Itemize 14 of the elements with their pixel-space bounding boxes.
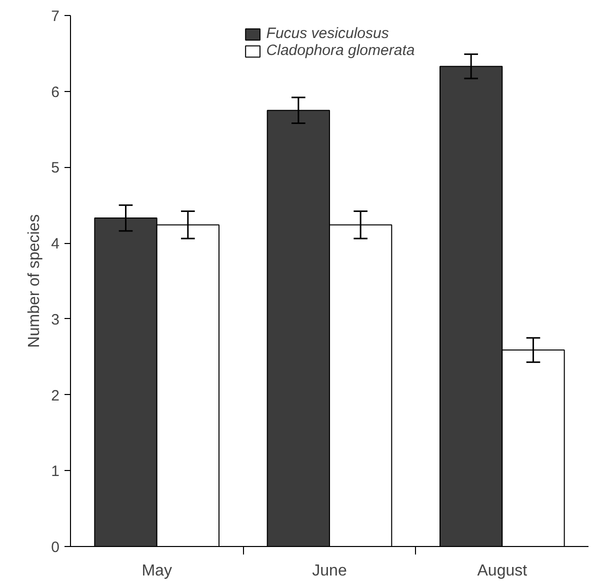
x-tick-label: June [312, 562, 347, 580]
y-tick-label: 7 [51, 8, 60, 25]
y-axis-title: Number of species [26, 214, 44, 348]
legend-label: Cladophora glomerata [266, 42, 415, 59]
legend-label: Fucus vesiculosus [266, 25, 389, 42]
y-tick-label: 5 [51, 160, 60, 177]
x-tick-label: May [142, 562, 172, 580]
y-tick-label: 6 [51, 84, 60, 101]
y-tick-label: 0 [51, 539, 60, 556]
x-tick-label: August [477, 562, 528, 580]
y-tick-label: 4 [51, 236, 60, 253]
y-tick-label: 2 [51, 387, 60, 404]
y-tick-label: 3 [51, 311, 60, 328]
y-tick-label: 1 [51, 463, 60, 480]
